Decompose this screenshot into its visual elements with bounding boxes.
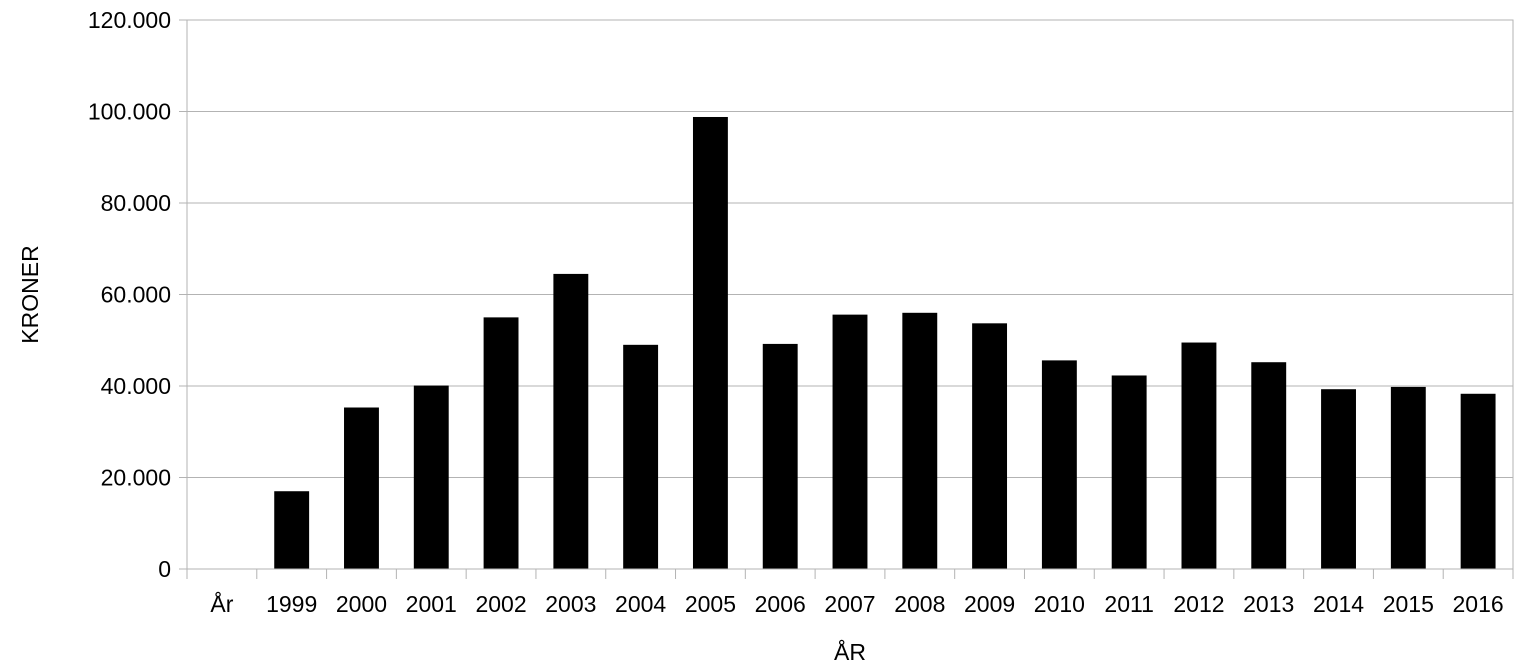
x-tick-label: 2001 [406, 591, 457, 617]
x-tick-label: 2000 [336, 591, 387, 617]
x-tick-label: 2008 [894, 591, 945, 617]
bar [1041, 360, 1077, 569]
bars [274, 116, 1496, 570]
x-tick-label: 2005 [685, 591, 736, 617]
x-tick-label: År [210, 590, 233, 617]
bar [274, 491, 310, 569]
x-tick-label: 2010 [1034, 591, 1085, 617]
x-tick-label: 2004 [615, 591, 666, 617]
y-tick-label: 120.000 [88, 7, 171, 33]
x-tick-label: 2003 [545, 591, 596, 617]
x-tick-label: 2009 [964, 591, 1015, 617]
y-tick-label: 0 [158, 556, 171, 582]
x-tick-label: 2011 [1104, 591, 1153, 617]
bar [902, 312, 938, 569]
bar [692, 116, 728, 570]
y-tick-label: 60.000 [101, 282, 171, 308]
bar [832, 314, 868, 569]
x-tick-label: 2012 [1173, 591, 1224, 617]
bar [623, 344, 659, 569]
x-tick-label: 2002 [475, 591, 526, 617]
x-tick-label: 2007 [824, 591, 875, 617]
bar [762, 343, 798, 569]
x-tick-label: 1999 [266, 591, 317, 617]
bar [483, 317, 519, 569]
x-tick-label: 2014 [1313, 591, 1364, 617]
y-axis-title: KRONER [17, 245, 43, 343]
bar [1321, 389, 1356, 569]
bar [553, 273, 589, 569]
y-tick-label: 40.000 [101, 373, 171, 399]
bar [413, 385, 449, 569]
y-tick-labels: 0 20.000 40.000 60.000 80.000 100.000 120.000 [88, 7, 171, 582]
x-tick-label: 2015 [1383, 591, 1434, 617]
plot-frame [186, 19, 1514, 570]
bar [972, 323, 1008, 569]
bar [1390, 386, 1426, 569]
x-tick-label: 2013 [1243, 591, 1294, 617]
x-axis-title: ÅR [834, 638, 866, 665]
x-tick-label: 2006 [755, 591, 806, 617]
bar [1460, 393, 1496, 569]
x-tick-labels: År 1999 2000 2001 2002 2003 2004 2005 2006 2007 20… [210, 590, 1503, 617]
bar [1111, 375, 1147, 569]
bar [344, 407, 379, 569]
bar [1251, 362, 1287, 569]
y-tick-label: 100.000 [88, 99, 171, 125]
y-tick-label: 80.000 [101, 190, 171, 216]
bar [1181, 342, 1217, 569]
x-tick-label: 2016 [1453, 591, 1504, 617]
y-tick-label: 20.000 [101, 465, 171, 491]
axes [179, 19, 1514, 579]
